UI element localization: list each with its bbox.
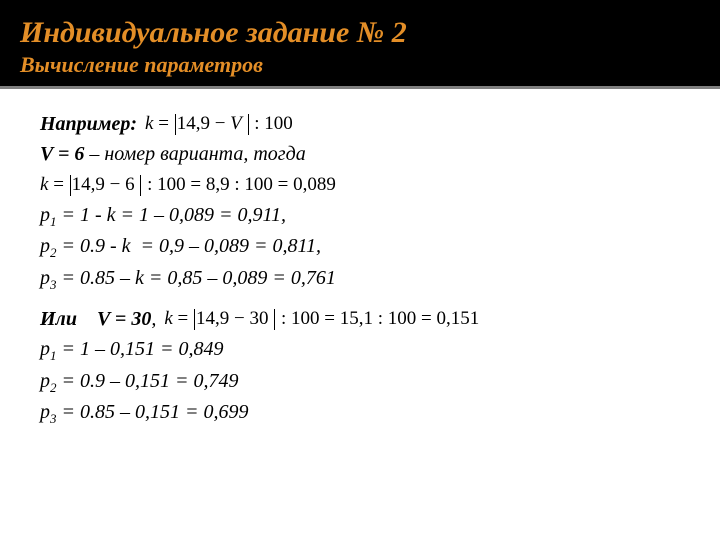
p2-v6: p2 = 0.9 - k = 0,9 – 0,089 = 0,811, [40, 231, 690, 263]
or-line: Или V = 30, k = 14,9 − 30 : 100 = 15,1 :… [40, 304, 690, 334]
formula-k-v30: k = 14,9 − 30 : 100 = 15,1 : 100 = 0,151 [164, 305, 479, 334]
p3-v30: p3 = 0.85 – 0,151 = 0,699 [40, 397, 690, 429]
p1-v30: p1 = 1 – 0,151 = 0,849 [40, 334, 690, 366]
header-bar: Индивидуальное задание № 2 Вычисление па… [0, 0, 720, 86]
variant-line: V = 6 – номер варианта, тогда [40, 139, 690, 169]
page-title: Индивидуальное задание № 2 [20, 16, 700, 50]
example-label: Например: [40, 109, 137, 139]
formula-k-general: k = 14,9 − V : 100 [145, 110, 293, 139]
p1-v6: p1 = 1 - k = 1 – 0,089 = 0,911, [40, 200, 690, 232]
p3-v6: p3 = 0.85 – k = 0,85 – 0,089 = 0,761 [40, 263, 690, 295]
page-subtitle: Вычисление параметров [20, 52, 700, 78]
content-area: Например: k = 14,9 − V : 100 V = 6 – ном… [0, 89, 720, 449]
example-line: Например: k = 14,9 − V : 100 [40, 109, 690, 139]
formula-k-v6: k = 14,9 − 6 : 100 = 8,9 : 100 = 0,089 [40, 169, 690, 200]
p2-v30: p2 = 0.9 – 0,151 = 0,749 [40, 366, 690, 398]
